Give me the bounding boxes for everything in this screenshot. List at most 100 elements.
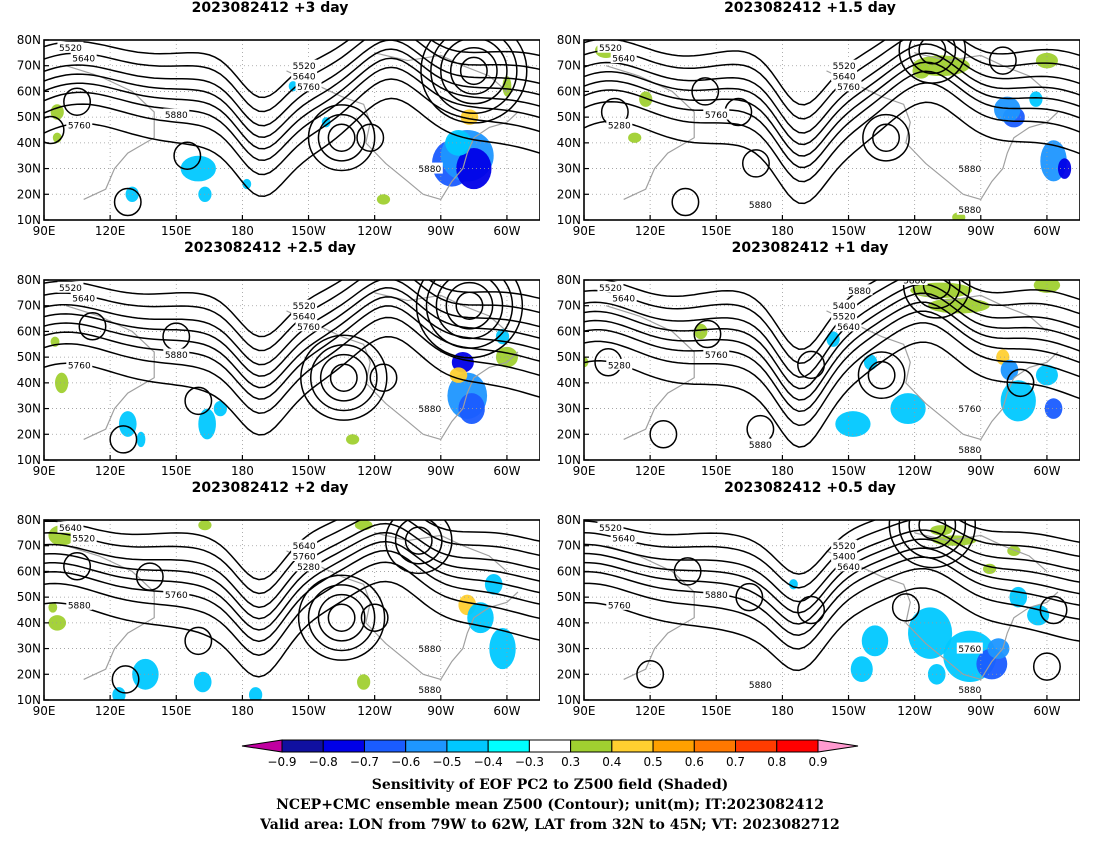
sensitivity-shade [193, 671, 212, 693]
closed-contour [415, 280, 524, 359]
colorbar-swatch [693, 739, 737, 753]
closed-contour [693, 319, 722, 349]
contour-label: 5520 [59, 44, 82, 54]
colorbar-label: −0.9 [267, 755, 296, 769]
colorbar-swatch [487, 739, 530, 753]
lon-tick-label: 150W [291, 464, 326, 478]
closed-contour [857, 351, 906, 400]
panel-title: 2023082412 +0.5 day [724, 480, 896, 496]
closed-contour [888, 520, 977, 569]
closed-contour [113, 187, 142, 217]
closed-contour [898, 40, 967, 84]
lon-tick-label: 180 [771, 704, 794, 718]
height-contour [44, 97, 540, 198]
lat-tick-label: 80N [557, 273, 581, 287]
contour-label: 5520 [59, 284, 82, 294]
colorbar-label: −0.3 [515, 755, 544, 769]
sensitivity-shade [242, 178, 252, 190]
colorbar-label: −0.7 [350, 755, 379, 769]
lat-tick-label: 10N [17, 453, 41, 467]
sensitivity-shade [1029, 91, 1043, 107]
height-contour [584, 538, 1080, 614]
height-contour [584, 587, 1080, 672]
sensitivity-shade [445, 130, 472, 156]
height-contour [44, 336, 540, 436]
closed-contour [309, 344, 378, 412]
coastline [914, 532, 1048, 572]
lon-tick-label: 120W [897, 704, 932, 718]
height-contour [44, 78, 540, 176]
closed-contour [872, 123, 900, 152]
closed-contour [435, 280, 504, 340]
lon-tick-label: 120W [897, 464, 932, 478]
colorbar-min-arrow [241, 739, 283, 753]
contour-label: 5640 [293, 73, 316, 83]
lat-tick-label: 10N [17, 693, 41, 707]
closed-contour [1006, 368, 1035, 398]
height-contour [44, 40, 540, 127]
lon-tick-label: 150W [831, 704, 866, 718]
height-contour [44, 280, 540, 352]
height-contour [584, 310, 1080, 413]
contour-label: 5880 [749, 681, 772, 691]
colorbar-label: 0.4 [602, 755, 621, 769]
colorbar-swatch [652, 739, 695, 753]
closed-contour [797, 350, 826, 380]
sensitivity-shade [118, 411, 137, 437]
lat-tick-label: 30N [17, 642, 41, 656]
sensitivity-shade [994, 96, 1021, 123]
height-contour [584, 61, 1080, 157]
contour-label: 5520 [833, 542, 856, 552]
contour-label: 5880 [705, 591, 728, 601]
closed-contour [862, 113, 910, 162]
sensitivity-shade [112, 687, 126, 700]
lat-tick-label: 70N [557, 539, 581, 553]
lat-tick-label: 20N [557, 427, 581, 441]
closed-contour [329, 363, 358, 392]
lat-tick-label: 10N [557, 453, 581, 467]
closed-contour [300, 334, 388, 421]
lat-tick-label: 70N [17, 59, 41, 73]
panel-5: 2023082412 +2 day 5640 5520 5640 5760 5280 58… [0, 480, 540, 720]
lat-tick-label: 80N [17, 513, 41, 527]
lat-tick-label: 30N [17, 402, 41, 416]
caption-line-1: Sensitivity of EOF PC2 to Z500 field (Sh… [371, 777, 729, 793]
sensitivity-shade [863, 354, 878, 370]
contour-label: 5760 [68, 121, 91, 131]
closed-contour [173, 141, 202, 170]
sensitivity-shade [826, 331, 840, 347]
lat-tick-label: 30N [557, 162, 581, 176]
colorbar-label: −0.4 [474, 755, 503, 769]
closed-contour [404, 526, 433, 555]
closed-contour [449, 46, 498, 95]
closed-contour [918, 520, 947, 540]
lat-tick-label: 80N [557, 33, 581, 47]
closed-contour [455, 291, 484, 320]
sensitivity-shade [489, 628, 516, 670]
lon-tick-label: 180 [231, 224, 254, 238]
contour-label: 5520 [72, 535, 95, 545]
colorbar-label: 0.3 [561, 755, 580, 769]
closed-contour [1032, 652, 1061, 681]
map-plot: 5520564055205640576052805760588058805880… [557, 33, 1080, 238]
closed-contour [691, 77, 720, 106]
contour-label: 5400 [833, 553, 856, 563]
lon-tick-label: 150E [161, 464, 192, 478]
closed-contour [898, 520, 967, 559]
height-contour [584, 529, 1080, 603]
sensitivity-shade [48, 615, 67, 631]
closed-contour [327, 123, 356, 152]
plot-frame [43, 519, 540, 701]
closed-contour [912, 280, 961, 310]
coastline [65, 65, 155, 200]
height-contour [584, 283, 1080, 378]
map-plot: 5520564054005520564052805760576058805880… [557, 273, 1080, 478]
closed-contour [918, 40, 947, 65]
plot-frame [583, 279, 1080, 461]
sensitivity-shade [861, 625, 889, 657]
contour-label: 5640 [612, 295, 635, 305]
lon-tick-label: 60W [1033, 224, 1060, 238]
